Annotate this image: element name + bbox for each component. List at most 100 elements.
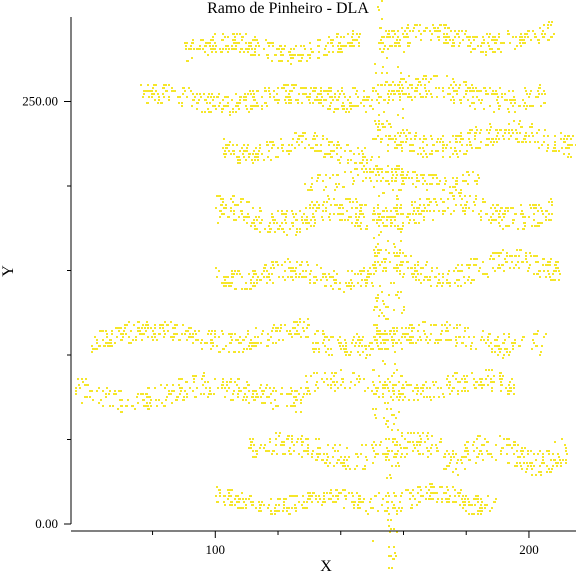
data-point <box>326 279 328 281</box>
data-point <box>311 183 313 185</box>
data-point <box>260 396 262 398</box>
data-point <box>251 222 253 224</box>
data-point <box>260 384 262 386</box>
data-point <box>192 42 194 44</box>
data-point <box>524 225 526 227</box>
data-point <box>527 270 529 272</box>
data-point <box>218 195 220 197</box>
data-point <box>464 213 466 215</box>
data-point <box>407 42 409 44</box>
data-point <box>239 96 241 98</box>
data-point <box>245 282 247 284</box>
data-point <box>417 153 419 155</box>
data-point <box>381 0 383 2</box>
data-point <box>334 501 336 503</box>
data-point <box>203 393 205 395</box>
data-point <box>513 393 515 395</box>
data-point <box>385 459 387 461</box>
data-point <box>511 447 513 449</box>
data-point <box>408 75 410 77</box>
data-point <box>415 276 417 278</box>
data-point <box>355 207 357 209</box>
data-point <box>521 453 523 455</box>
data-point <box>337 450 339 452</box>
data-point <box>211 330 213 332</box>
data-point <box>354 168 356 170</box>
data-point <box>258 54 260 56</box>
data-point <box>385 453 387 455</box>
data-point <box>231 99 233 101</box>
data-point <box>261 333 263 335</box>
data-point <box>385 495 387 497</box>
data-point <box>234 39 236 41</box>
data-point <box>286 507 288 509</box>
data-point <box>369 354 371 356</box>
data-point <box>436 447 438 449</box>
data-point <box>222 147 224 149</box>
data-point <box>312 51 314 53</box>
data-point <box>143 399 145 401</box>
data-point <box>238 378 240 380</box>
data-point <box>255 327 257 329</box>
data-point <box>383 111 385 113</box>
data-point <box>408 177 410 179</box>
data-point <box>254 225 256 227</box>
data-point <box>143 90 145 92</box>
data-point <box>255 390 257 392</box>
data-point <box>467 45 469 47</box>
data-point <box>352 33 354 35</box>
data-point <box>379 48 381 50</box>
data-point <box>328 216 330 218</box>
data-point <box>409 213 411 215</box>
data-point <box>228 495 230 497</box>
data-point <box>259 447 261 449</box>
data-point <box>517 444 519 446</box>
data-point <box>393 504 395 506</box>
data-point <box>491 381 493 383</box>
data-point <box>418 81 420 83</box>
data-point <box>262 330 264 332</box>
data-point <box>522 450 524 452</box>
data-point <box>381 18 383 20</box>
data-point <box>307 447 309 449</box>
data-point <box>246 216 248 218</box>
data-point <box>253 399 255 401</box>
data-point <box>389 381 391 383</box>
data-point <box>469 141 471 143</box>
data-point <box>136 396 138 398</box>
data-point <box>303 450 305 452</box>
data-point <box>437 450 439 452</box>
data-point <box>366 159 368 161</box>
data-point <box>483 42 485 44</box>
data-point <box>374 456 376 458</box>
data-point <box>450 456 452 458</box>
data-point <box>472 171 474 173</box>
data-point <box>163 336 165 338</box>
data-point <box>411 342 413 344</box>
data-point <box>450 84 452 86</box>
data-point <box>243 387 245 389</box>
data-point <box>294 390 296 392</box>
data-point <box>396 441 398 443</box>
data-point <box>341 105 343 107</box>
data-point <box>325 207 327 209</box>
data-point <box>99 345 101 347</box>
data-point <box>434 342 436 344</box>
data-point <box>399 273 401 275</box>
data-point <box>398 399 400 401</box>
data-point <box>428 90 430 92</box>
data-point <box>456 462 458 464</box>
data-point <box>206 42 208 44</box>
data-point <box>286 405 288 407</box>
data-point <box>463 96 465 98</box>
data-point <box>145 405 147 407</box>
data-point <box>331 156 333 158</box>
data-point <box>414 222 416 224</box>
data-point <box>245 99 247 101</box>
data-point <box>235 339 237 341</box>
data-point <box>313 216 315 218</box>
data-point <box>396 270 398 272</box>
data-point <box>215 267 217 269</box>
data-point <box>349 102 351 104</box>
data-point <box>191 57 193 59</box>
